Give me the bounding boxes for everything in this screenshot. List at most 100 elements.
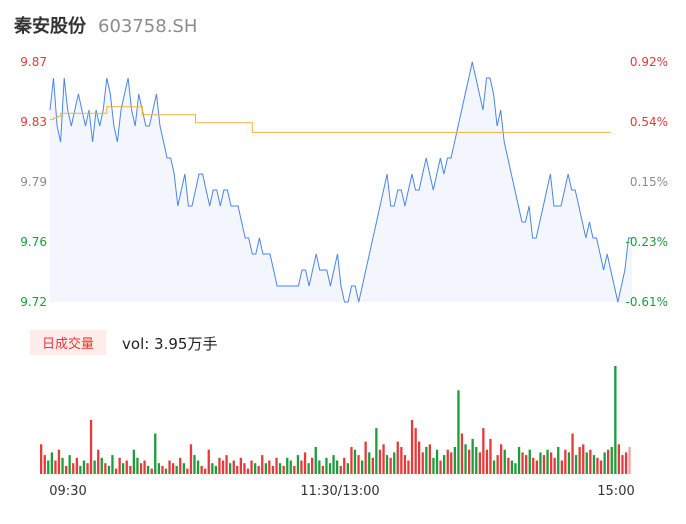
volume-bar: [343, 457, 346, 474]
volume-bar: [517, 447, 521, 474]
time-axis-labels: 09:30 11:30/13:00 15:00: [49, 484, 634, 499]
volume-bar: [161, 465, 164, 474]
volume-bar: [628, 447, 631, 474]
percent-tick-label: 0.54%: [630, 115, 668, 129]
volume-bar: [525, 455, 528, 474]
percent-tick-label: -0.61%: [626, 295, 668, 309]
volume-bar: [57, 449, 61, 474]
volume-bar: [182, 463, 185, 474]
volume-bar: [400, 447, 403, 474]
volume-bar: [136, 457, 139, 474]
volume-bar: [204, 468, 207, 474]
price-tick-label: 9.79: [20, 175, 47, 189]
volume-bar: [361, 460, 364, 474]
volume-bar: [557, 447, 560, 474]
volume-bar: [542, 455, 546, 474]
volume-bar: [271, 465, 275, 474]
volume-bar: [93, 460, 96, 474]
volume-bar: [211, 463, 214, 474]
volume-bar: [225, 455, 228, 474]
volume-bar: [571, 433, 574, 474]
percent-axis-labels: 0.92% 0.54% 0.15% -0.23% -0.61%: [626, 55, 668, 309]
price-tick-label: 9.72: [20, 295, 47, 309]
volume-bar: [328, 463, 332, 474]
volume-bar: [200, 465, 203, 474]
volume-bar: [528, 449, 531, 474]
stock-header: 秦安股份 603758.SH: [14, 12, 197, 40]
volume-bar: [336, 460, 339, 474]
volume-bar: [599, 460, 603, 474]
volume-bar: [150, 468, 153, 474]
volume-bar: [492, 460, 496, 474]
volume-bar: [371, 457, 374, 474]
volume-bar: [435, 449, 439, 474]
volume-bar: [261, 455, 264, 474]
volume-bar: [82, 460, 86, 474]
volume-bar: [157, 463, 160, 474]
volume-bar: [550, 452, 553, 474]
volume-bar: [553, 457, 556, 474]
volume-bar: [293, 465, 296, 474]
volume-bar: [243, 463, 246, 474]
volume-bar: [143, 460, 146, 474]
volume-bar: [475, 447, 478, 474]
volume-total: vol: 3.95万手: [122, 335, 218, 353]
volume-bar: [186, 468, 189, 474]
volume-badge[interactable]: 日成交量: [30, 330, 107, 355]
volume-bar: [578, 447, 581, 474]
volume-bar: [393, 452, 396, 474]
volume-bar: [368, 452, 371, 474]
volume-bar: [453, 447, 456, 474]
stock-name: 秦安股份: [14, 16, 86, 37]
volume-bar: [221, 460, 225, 474]
volume-bar: [132, 449, 135, 474]
volume-bar: [289, 460, 292, 474]
price-area-fill: [50, 62, 632, 302]
price-axis-labels: 9.87 9.83 9.79 9.76 9.72: [20, 55, 47, 309]
volume-bar: [339, 465, 342, 474]
volume-bar: [236, 465, 239, 474]
volume-bar: [239, 457, 242, 474]
volume-bar: [147, 465, 150, 474]
price-tick-label: 9.83: [20, 115, 47, 129]
stock-code: 603758.SH: [98, 16, 198, 37]
volume-bar: [111, 455, 114, 474]
volume-bar: [172, 463, 175, 474]
percent-tick-label: 0.15%: [630, 175, 668, 189]
volume-bar: [585, 452, 588, 474]
volume-bar: [364, 441, 367, 474]
volume-bar: [489, 438, 492, 474]
volume-bar: [275, 457, 278, 474]
volume-bar: [321, 465, 324, 474]
volume-bar: [574, 455, 578, 474]
volume-bar: [410, 420, 414, 474]
volume-bar: [207, 449, 210, 474]
price-tick-label: 9.76: [20, 235, 47, 249]
volume-bar: [464, 444, 467, 474]
volume-header: 日成交量 vol: 3.95万手: [30, 330, 218, 355]
volume-bar: [65, 465, 68, 474]
volume-bar: [539, 452, 542, 474]
volume-bar: [196, 460, 200, 474]
volume-bar: [450, 452, 453, 474]
volume-bar: [125, 460, 128, 474]
volume-bar: [403, 455, 407, 474]
volume-bar: [229, 463, 232, 474]
volume-bar: [250, 460, 253, 474]
volume-bar: [592, 455, 596, 474]
volume-bar: [589, 449, 592, 474]
price-tick-label: 9.87: [20, 55, 47, 69]
volume-bar: [40, 444, 43, 474]
volume-bar: [139, 463, 143, 474]
volume-bar: [617, 444, 620, 474]
volume-bar: [300, 460, 303, 474]
volume-bar: [154, 433, 157, 474]
volume-bar: [378, 449, 382, 474]
volume-bar: [122, 463, 125, 474]
volume-bar: [303, 452, 307, 474]
volume-bar: [425, 447, 428, 474]
volume-bar: [596, 457, 599, 474]
volume-bar: [193, 455, 196, 474]
volume-bar: [318, 460, 321, 474]
